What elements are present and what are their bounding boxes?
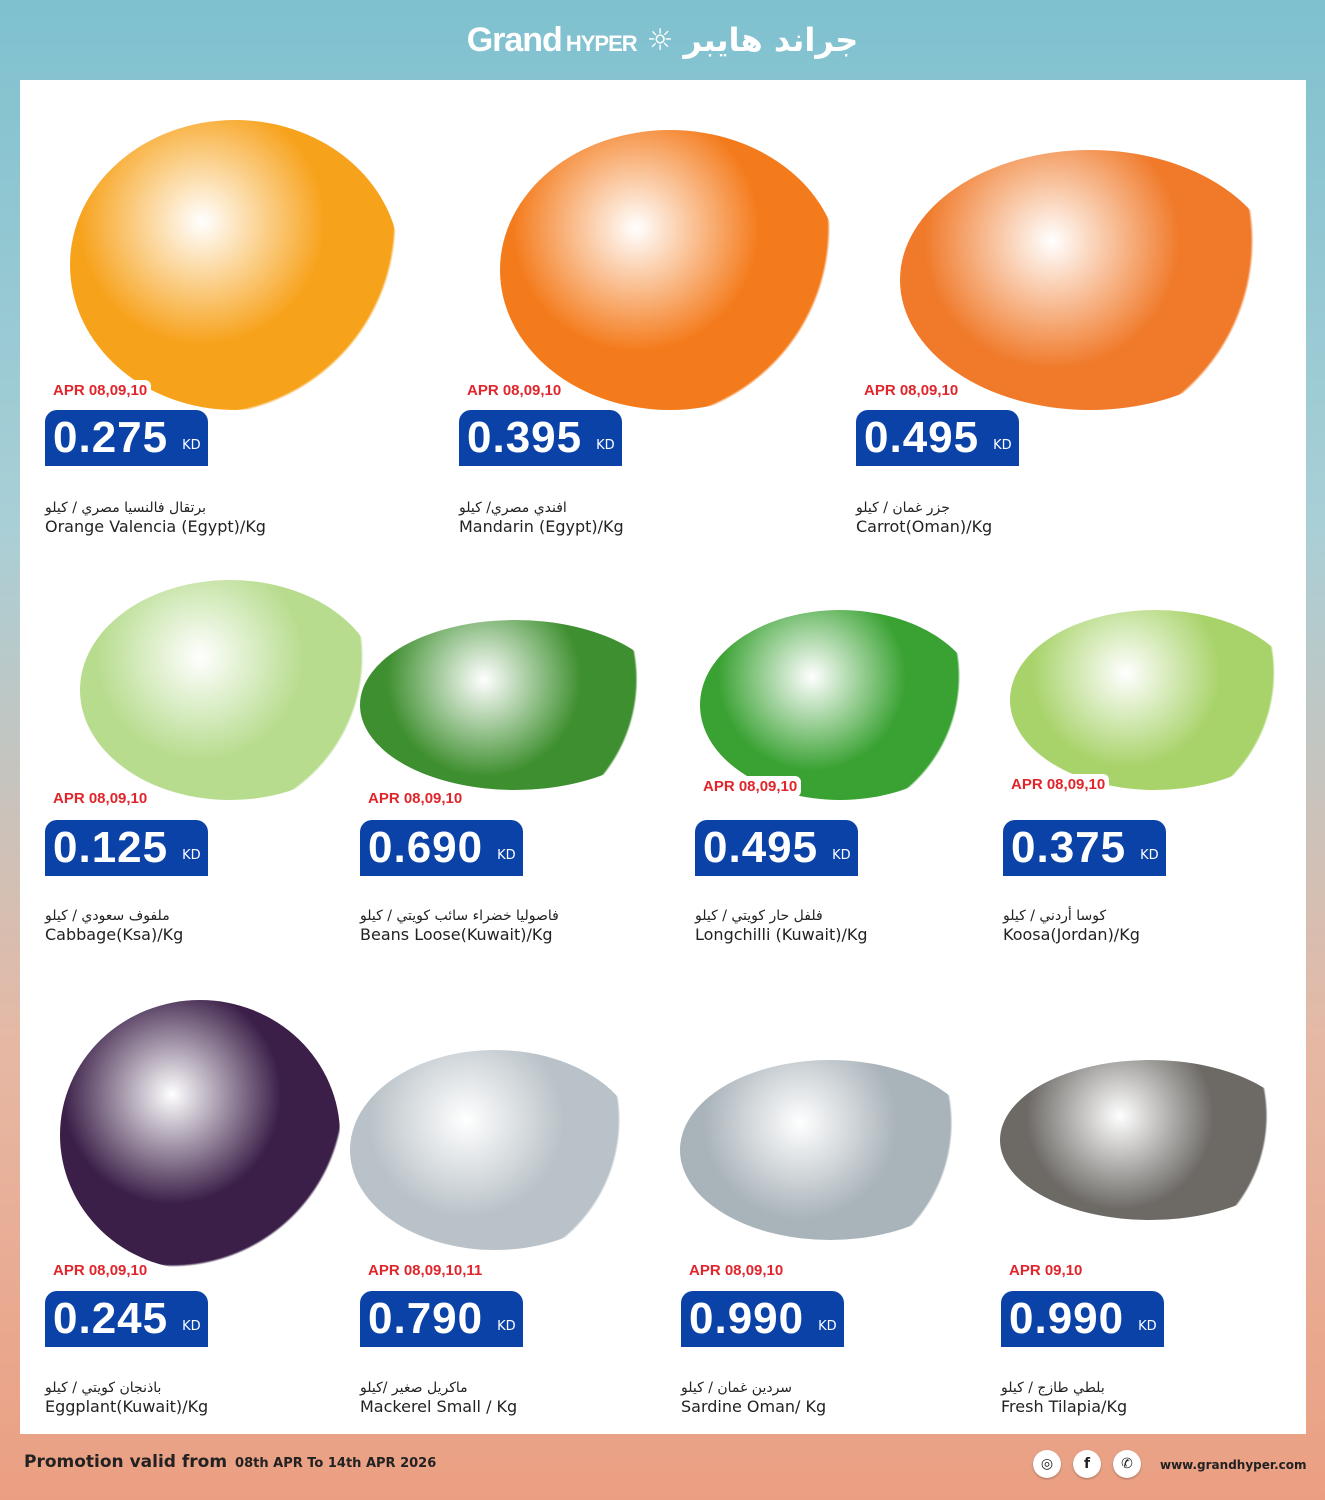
offer-dates: APR 08,09,10,11	[364, 1260, 487, 1281]
product-name-en: Beans Loose(Kuwait)/Kg	[360, 925, 553, 944]
offer-dates: APR 08,09,10	[49, 788, 152, 809]
offer-dates: APR 09,10	[1005, 1260, 1087, 1281]
product-name-en: Koosa(Jordan)/Kg	[1003, 925, 1140, 944]
product-name-ar: كوسا أردني / كيلو	[1003, 908, 1107, 924]
product-name-en: Longchilli (Kuwait)/Kg	[695, 925, 868, 944]
product-name-ar: باذنجان كويتي / كيلو	[45, 1380, 162, 1396]
product-image	[70, 120, 400, 410]
product-image	[900, 150, 1280, 410]
product-image	[350, 1050, 640, 1250]
price-value: 0.395	[467, 413, 583, 462]
price-value: 0.245	[53, 1294, 169, 1343]
product-name-ar: ملفوف سعودي / كيلو	[45, 908, 170, 924]
product-name-ar: سردين غمان / كيلو	[681, 1380, 793, 1396]
product-name-ar: فاصوليا خضراء سائب كويتي / كيلو	[360, 908, 559, 924]
offer-dates: APR 08,09,10	[364, 788, 467, 809]
product-image	[1010, 610, 1300, 790]
price-tag: 0.375 KD	[1003, 820, 1166, 876]
price-value: 0.495	[703, 823, 819, 872]
price-value: 0.375	[1011, 823, 1127, 872]
price-tag: 0.495 KD	[695, 820, 858, 876]
promotion-validity: Promotion valid from 08th APR To 14th APR…	[24, 1452, 436, 1472]
brand-sub: HYPER	[565, 30, 638, 56]
product-name-ar: برتقال فالنسيا مصري / كيلو	[45, 500, 207, 516]
price-tag: 0.495 KD	[856, 410, 1019, 466]
price-tag: 0.395 KD	[459, 410, 622, 466]
product-image	[680, 1060, 980, 1240]
currency: KD	[182, 847, 201, 863]
price-value: 0.125	[53, 823, 169, 872]
price-tag: 0.690 KD	[360, 820, 523, 876]
product-name-en: Sardine Oman/ Kg	[681, 1397, 827, 1416]
product-name-en: Eggplant(Kuwait)/Kg	[45, 1397, 209, 1416]
price-value: 0.990	[689, 1294, 805, 1343]
price-tag: 0.245 KD	[45, 1291, 208, 1347]
product-image	[80, 580, 380, 800]
product-image	[60, 1000, 340, 1270]
price-value: 0.990	[1009, 1294, 1125, 1343]
product-name-ar: جزر غمان / كيلو	[856, 500, 950, 516]
currency: KD	[596, 437, 615, 453]
product-name-en: Mandarin (Egypt)/Kg	[459, 517, 624, 536]
brand-logo-en: Grand HYPER	[466, 20, 638, 60]
price-tag: 0.125 KD	[45, 820, 208, 876]
instagram-icon[interactable]: ◎	[1033, 1450, 1061, 1478]
price-value: 0.495	[864, 413, 980, 462]
offer-dates: APR 08,09,10	[49, 380, 152, 401]
header: Grand HYPER ☼ جراند هايبر	[0, 0, 1325, 80]
currency: KD	[182, 1318, 201, 1334]
price-value: 0.790	[368, 1294, 484, 1343]
currency: KD	[993, 437, 1012, 453]
product-image	[500, 130, 840, 410]
price-tag: 0.790 KD	[360, 1291, 523, 1347]
product-image	[360, 620, 670, 790]
product-name-en: Orange Valencia (Egypt)/Kg	[45, 517, 266, 536]
brand-logo-ar: جراند هايبر	[683, 21, 859, 59]
footer: Promotion valid from 08th APR To 14th APR…	[0, 1440, 1325, 1490]
product-name-ar: فلفل حار كويتي / كيلو	[695, 908, 823, 924]
currency: KD	[1140, 847, 1159, 863]
promo-dates: 08th APR To 14th APR 2026	[235, 1456, 437, 1471]
product-name-en: Mackerel Small / Kg	[360, 1397, 518, 1416]
currency: KD	[182, 437, 201, 453]
product-name-ar: افندي مصري/ كيلو	[459, 500, 567, 516]
website-link[interactable]: www.grandhyper.com	[1160, 1458, 1307, 1472]
product-name-ar: بلطي طازج / كيلو	[1001, 1380, 1105, 1396]
product-name-en: Fresh Tilapia/Kg	[1001, 1397, 1128, 1416]
product-name-en: Cabbage(Ksa)/Kg	[45, 925, 184, 944]
offer-dates: APR 08,09,10	[699, 776, 802, 797]
brand-name: Grand	[466, 20, 563, 59]
price-tag: 0.990 KD	[681, 1291, 844, 1347]
offer-dates: APR 08,09,10	[860, 380, 963, 401]
offer-dates: APR 08,09,10	[49, 1260, 152, 1281]
product-image	[700, 610, 980, 800]
whatsapp-icon[interactable]: ✆	[1113, 1450, 1141, 1478]
offer-dates: APR 08,09,10	[685, 1260, 788, 1281]
offer-dates: APR 08,09,10	[463, 380, 566, 401]
currency: KD	[1138, 1318, 1157, 1334]
price-tag: 0.275 KD	[45, 410, 208, 466]
currency: KD	[818, 1318, 837, 1334]
facebook-icon[interactable]: f	[1073, 1450, 1101, 1478]
products-panel: APR 08,09,10 0.275 KD برتقال فالنسيا مصري…	[20, 80, 1306, 1434]
offer-dates: APR 08,09,10	[1007, 774, 1110, 795]
currency: KD	[497, 847, 516, 863]
price-tag: 0.990 KD	[1001, 1291, 1164, 1347]
promo-label: Promotion valid from	[24, 1452, 228, 1472]
price-value: 0.690	[368, 823, 484, 872]
currency: KD	[497, 1318, 516, 1334]
currency: KD	[832, 847, 851, 863]
product-image	[1000, 1060, 1300, 1220]
product-name-en: Carrot(Oman)/Kg	[856, 517, 993, 536]
price-value: 0.275	[53, 413, 169, 462]
product-name-ar: ماكريل صغير /كيلو	[360, 1380, 468, 1396]
sun-logo-icon: ☼	[646, 22, 674, 58]
